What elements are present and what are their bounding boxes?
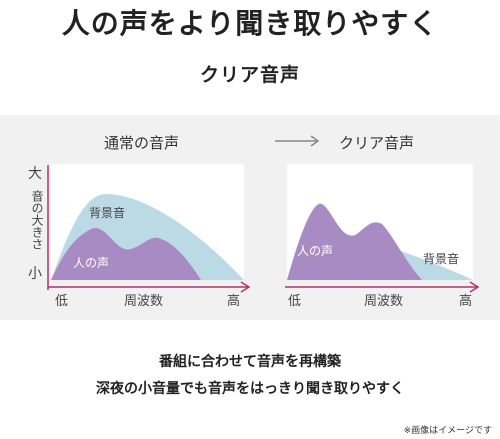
y-axis-bottom: 小 (28, 266, 42, 282)
feature-subtitle: クリア音声 (199, 64, 300, 86)
voice-area (287, 203, 422, 280)
x-axis-label-left: 周波数 (124, 294, 164, 309)
y-axis-top: 大 (28, 166, 42, 182)
voice-label: 人の声 (297, 244, 334, 258)
x-axis-high-right: 高 (459, 294, 473, 309)
voice-label: 人の声 (73, 256, 110, 270)
arrow-right-icon (275, 135, 320, 147)
description-line-2: 深夜の小音量でも音声をはっきり聞き取りやすく (96, 381, 404, 397)
image-note: ※画像はイメージです (403, 426, 492, 436)
description-line-1: 番組に合わせて音声を再構築 (159, 354, 341, 370)
y-axis-label: 音の大きさ (30, 190, 44, 250)
clear-audio-label: クリア音声 (339, 134, 415, 152)
normal-audio-chart-svg (51, 194, 244, 280)
clear-audio-chart: 人の声 背景音 (287, 164, 473, 280)
x-axis-high-left: 高 (227, 294, 241, 309)
x-axis-low-left: 低 (55, 294, 69, 309)
normal-audio-chart: 背景音 人の声 (51, 164, 244, 280)
background-sound-label: 背景音 (423, 252, 460, 266)
background-sound-label: 背景音 (89, 206, 126, 220)
page-title: 人の声をより聞き取りやすく (61, 7, 439, 40)
voice-area (51, 227, 201, 280)
normal-audio-label: 通常の音声 (104, 134, 180, 152)
clear-audio-chart-svg (287, 203, 473, 280)
x-axis-low-right: 低 (288, 294, 302, 309)
x-axis-label-right: 周波数 (364, 294, 404, 309)
